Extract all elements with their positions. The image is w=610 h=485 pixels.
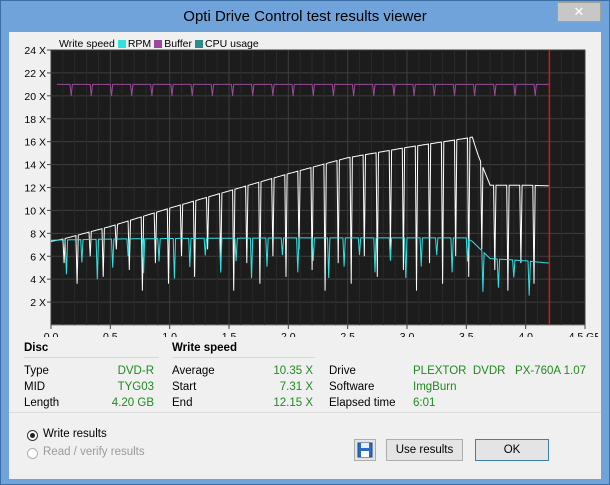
write-results-label[interactable]: Write results bbox=[43, 428, 107, 440]
write-speed-separator bbox=[172, 357, 315, 358]
legend-label-write-speed: Write speed bbox=[59, 38, 115, 51]
end-label: End bbox=[172, 397, 193, 409]
elapsed-time-label: Elapsed time bbox=[329, 397, 396, 409]
client-area: Write speed RPM Buffer CPU usage 24 X 22 X 20… bbox=[9, 32, 601, 479]
disc-mid-label: MID bbox=[24, 381, 46, 393]
disc-separator bbox=[24, 357, 159, 358]
write-results-radio[interactable] bbox=[27, 430, 38, 441]
x-tick-label: 4.0 bbox=[518, 331, 533, 337]
legend-swatch-cpu bbox=[195, 40, 204, 49]
save-button[interactable] bbox=[354, 439, 376, 461]
series-line-rpm bbox=[51, 237, 550, 296]
y-tick-label: 8 X bbox=[30, 228, 46, 240]
use-results-button[interactable]: Use results bbox=[386, 439, 463, 461]
series-line-buffer bbox=[56, 83, 550, 96]
title-bar: Opti Drive Control test results viewer ✕ bbox=[1, 1, 609, 31]
series-line-write-speed bbox=[50, 136, 550, 291]
read-verify-radio[interactable] bbox=[27, 448, 38, 459]
write-speed-section-title: Write speed bbox=[172, 342, 237, 354]
window-title: Opti Drive Control test results viewer bbox=[183, 8, 427, 25]
software-value: ImgBurn bbox=[413, 381, 457, 393]
y-tick-label: 2 X bbox=[30, 297, 46, 309]
floppy-disk-icon bbox=[357, 442, 373, 458]
start-label: Start bbox=[172, 381, 197, 393]
x-tick-label: 2.5 bbox=[340, 331, 355, 337]
y-tick-label: 14 X bbox=[24, 160, 46, 172]
disc-mid-value: TYG03 bbox=[117, 381, 154, 393]
x-tick-label: 0.5 bbox=[103, 331, 118, 337]
y-tick-label: 6 X bbox=[30, 251, 46, 263]
read-verify-label[interactable]: Read / verify results bbox=[43, 446, 145, 458]
legend-label-cpu: CPU usage bbox=[205, 38, 259, 51]
x-tick-label: 4.5 GB bbox=[569, 331, 598, 337]
chart-panel: Write speed RPM Buffer CPU usage 24 X 22 X 20… bbox=[10, 33, 598, 337]
bottom-panel: Write results Read / verify results Use … bbox=[9, 412, 601, 479]
x-tick-label: 2.0 bbox=[281, 331, 296, 337]
y-tick-label: 16 X bbox=[24, 137, 46, 149]
y-tick-label: 24 X bbox=[24, 45, 46, 57]
y-tick-label: 12 X bbox=[24, 183, 46, 195]
disc-type-label: Type bbox=[24, 365, 49, 377]
close-button[interactable]: ✕ bbox=[557, 2, 601, 22]
y-tick-label: 22 X bbox=[24, 68, 46, 80]
legend-label-buffer: Buffer bbox=[164, 38, 193, 51]
x-tick-label: 3.5 bbox=[459, 331, 474, 337]
start-value: 7.31 X bbox=[279, 381, 313, 393]
x-tick-label: 3.0 bbox=[400, 331, 415, 337]
x-tick-label: 0.0 bbox=[44, 331, 59, 337]
ok-button[interactable]: OK bbox=[475, 439, 549, 461]
elapsed-time-value: 6:01 bbox=[413, 397, 436, 409]
average-value: 10.35 X bbox=[273, 365, 313, 377]
y-tick-label: 20 X bbox=[24, 91, 46, 103]
legend-label-rpm: RPM bbox=[127, 38, 152, 51]
speed-chart: 24 X 22 X 20 X 18 X 16 X 14 X 12 X 10 X 8 X 6 X 4 … bbox=[24, 45, 598, 337]
x-tick-label: 1.5 bbox=[222, 331, 237, 337]
y-tick-label: 10 X bbox=[24, 205, 46, 217]
x-tick-label: 1.0 bbox=[162, 331, 177, 337]
legend-swatch-buffer bbox=[154, 40, 163, 49]
y-tick-label: 18 X bbox=[24, 114, 46, 126]
disc-type-value: DVD-R bbox=[117, 365, 154, 377]
disc-length-label: Length bbox=[24, 397, 60, 409]
average-label: Average bbox=[172, 365, 215, 377]
y-tick-label: 4 X bbox=[30, 274, 46, 286]
drive-value: PLEXTOR DVDR PX-760A 1.07 bbox=[413, 365, 587, 377]
legend-swatch-rpm bbox=[117, 40, 126, 49]
end-value: 12.15 X bbox=[273, 397, 313, 409]
drive-label: Drive bbox=[329, 365, 356, 377]
chart-legend: Write speed RPM Buffer CPU usage bbox=[59, 38, 259, 50]
disc-section-title: Disc bbox=[24, 342, 49, 354]
disc-length-value: 4.20 GB bbox=[111, 397, 154, 409]
software-label: Software bbox=[329, 381, 375, 393]
